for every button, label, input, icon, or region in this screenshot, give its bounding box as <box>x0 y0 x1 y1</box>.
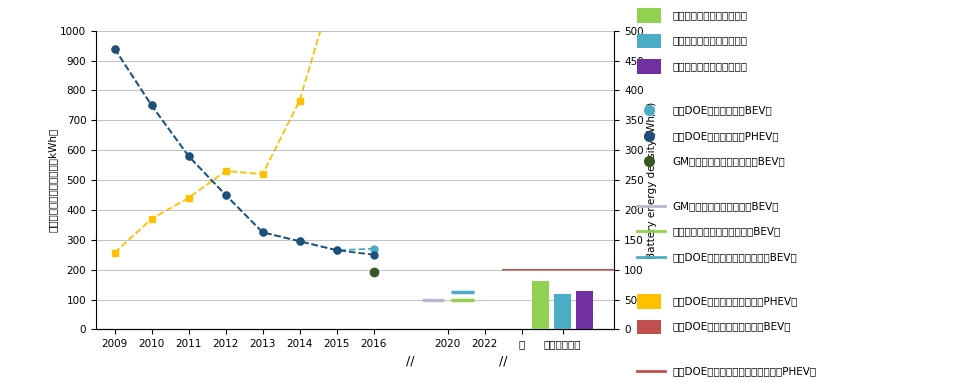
Text: 改良型リチウムイオン電池: 改良型リチウムイオン電池 <box>673 36 748 46</box>
FancyBboxPatch shape <box>636 34 661 48</box>
Bar <box>532 281 549 329</box>
Text: 米国DOEのエネルギー密度（BEV）: 米国DOEのエネルギー密度（BEV） <box>673 322 791 332</box>
Text: //: // <box>406 354 415 367</box>
FancyBboxPatch shape <box>636 320 661 334</box>
Text: 米国DOE蓄電池価格（BEV）: 米国DOE蓄電池価格（BEV） <box>673 105 773 115</box>
Text: テスラの蓄電池価格の目標（BEV）: テスラの蓄電池価格の目標（BEV） <box>673 226 781 236</box>
FancyBboxPatch shape <box>636 295 661 309</box>
FancyBboxPatch shape <box>636 8 661 23</box>
Text: //: // <box>499 354 508 367</box>
Bar <box>576 291 593 329</box>
Y-axis label: Battery energy density (Wh/L): Battery energy density (Wh/L) <box>647 101 657 259</box>
Text: 米国DOEのエネルギー密度（PHEV）: 米国DOEのエネルギー密度（PHEV） <box>673 296 798 306</box>
Text: 米国DOEのエネルギー密度の目標（PHEV）: 米国DOEのエネルギー密度の目標（PHEV） <box>673 366 817 376</box>
FancyBboxPatch shape <box>636 59 661 74</box>
Text: 米国DOEの蓄電池価格の目標（BEV）: 米国DOEの蓄電池価格の目標（BEV） <box>673 252 798 262</box>
Y-axis label: 蓄電池価格（単位：ドル／kWh）: 蓄電池価格（単位：ドル／kWh） <box>47 128 58 232</box>
Text: 将来のリチウムイオン電池: 将来のリチウムイオン電池 <box>673 61 748 71</box>
Bar <box>554 293 571 329</box>
Text: GMとテスラの蓄電池価格（BEV）: GMとテスラの蓄電池価格（BEV） <box>673 157 785 167</box>
Text: 米国DOE蓄電池価格（PHEV）: 米国DOE蓄電池価格（PHEV） <box>673 131 780 141</box>
Text: GMの蓄電池価格の目標（BEV）: GMの蓄電池価格の目標（BEV） <box>673 201 780 211</box>
Text: 現状のリチウムイオン電池: 現状のリチウムイオン電池 <box>673 10 748 20</box>
